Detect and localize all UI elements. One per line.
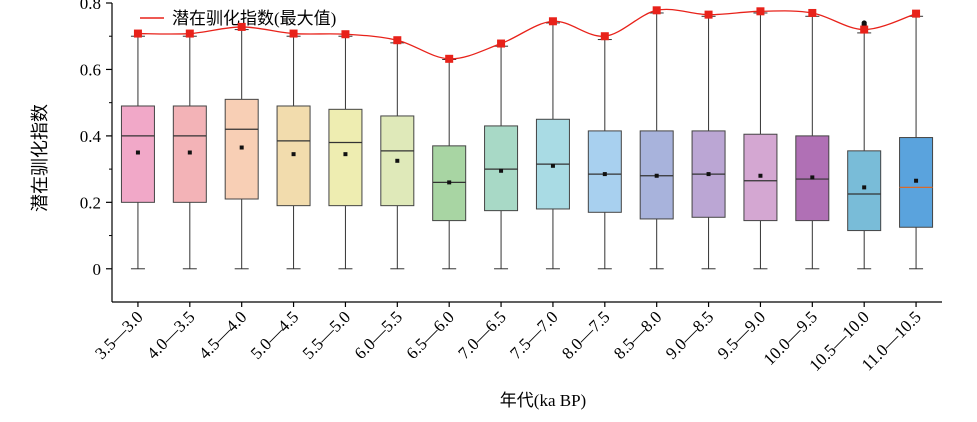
box-item [795, 15, 830, 270]
boxes-group [120, 12, 934, 270]
box-mean-marker [914, 178, 919, 183]
box-item [380, 42, 415, 270]
max-line-marker [704, 10, 713, 19]
x-tick-label: 8.5—8.0 [610, 307, 666, 363]
box-rect [484, 125, 519, 212]
max-line-marker [185, 29, 194, 38]
y-tick-label: 0.2 [80, 193, 101, 212]
y-tick-label: 0.4 [80, 127, 102, 146]
box-item [743, 12, 778, 270]
box-item [639, 12, 674, 270]
max-line-marker [652, 6, 661, 15]
box-outlier-point [861, 20, 867, 26]
x-axis-label: 年代(ka BP) [500, 391, 586, 410]
box-item [328, 35, 363, 270]
box-item [899, 15, 934, 270]
box-mean-marker [862, 185, 867, 190]
box-mean-marker [135, 150, 140, 155]
box-mean-marker [291, 152, 296, 157]
x-tick-label: 6.5—6.0 [403, 307, 459, 363]
max-line-group [133, 6, 921, 63]
box-item [484, 45, 519, 270]
legend: 潜在驯化指数(最大值) [140, 9, 336, 28]
max-line-marker [133, 29, 142, 38]
box-mean-marker [654, 173, 659, 178]
max-line-marker [548, 17, 557, 26]
box-mean-marker [758, 173, 763, 178]
x-tick-label: 5.0—4.5 [247, 307, 303, 363]
max-line-marker [393, 36, 402, 45]
box-mean-marker [395, 158, 400, 163]
x-tick-label: 7.5—7.0 [506, 307, 562, 363]
max-line-marker [756, 7, 765, 16]
max-line-marker [860, 25, 869, 34]
box-mean-marker [343, 152, 348, 157]
box-item [847, 20, 882, 270]
x-tick-label: 7.0—6.5 [454, 307, 510, 363]
box-mean-marker [602, 172, 607, 177]
box-mean-marker [550, 163, 555, 168]
box-item [691, 15, 726, 270]
box-item [224, 29, 259, 270]
max-line-marker [912, 9, 921, 18]
box-item [535, 22, 570, 270]
y-tick-label: 0.6 [80, 60, 101, 79]
box-item [432, 58, 467, 270]
max-line-path [137, 8, 917, 60]
x-tick-label: 5.5—5.0 [299, 307, 355, 363]
x-tick-label: 6.0—5.5 [351, 307, 407, 363]
x-tick-label: 4.0—3.5 [143, 307, 199, 363]
x-tick-label: 9.0—8.5 [662, 307, 718, 363]
box-mean-marker [239, 145, 244, 150]
box-mean-marker [810, 175, 815, 180]
box-item [276, 35, 311, 270]
x-tick-label: 4.5—4.0 [195, 307, 251, 363]
max-line-marker [445, 54, 454, 63]
box-item [120, 35, 155, 270]
box-mean-marker [706, 172, 711, 177]
max-line-marker [808, 8, 817, 17]
y-tick-label: 0.8 [80, 0, 101, 13]
max-line-marker [237, 22, 246, 31]
x-tick-label: 3.5—3.0 [91, 307, 147, 363]
max-line-marker [341, 30, 350, 39]
box-mean-marker [187, 150, 192, 155]
box-rect [587, 130, 622, 213]
max-line-marker [497, 39, 506, 48]
box-item [587, 39, 622, 270]
box-item [172, 35, 207, 270]
x-tick-label: 8.0—7.5 [558, 307, 614, 363]
y-axis-label: 潜在驯化指数 [30, 104, 50, 212]
box-mean-marker [447, 180, 452, 185]
max-line-marker [600, 32, 609, 41]
box-rect [847, 150, 882, 232]
box-mean-marker [499, 168, 504, 173]
box-rect [328, 108, 363, 207]
y-tick-label: 0 [93, 260, 102, 279]
legend-label: 潜在驯化指数(最大值) [172, 9, 336, 28]
max-line-marker [289, 29, 298, 38]
